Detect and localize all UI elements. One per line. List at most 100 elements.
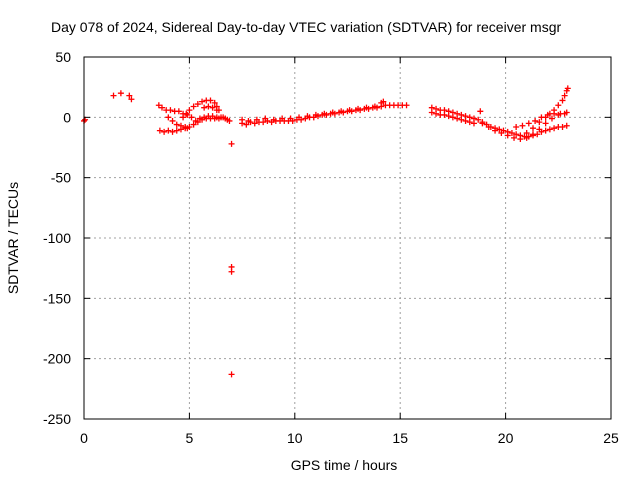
data-point	[156, 127, 163, 134]
data-point	[561, 92, 568, 99]
data-point	[508, 130, 515, 137]
x-tick-label: 25	[603, 430, 619, 446]
data-point	[371, 103, 378, 110]
data-point	[199, 98, 206, 105]
data-point	[194, 119, 201, 126]
data-point	[205, 103, 212, 110]
data-point	[466, 119, 473, 126]
y-tick-label: 0	[63, 109, 71, 125]
x-tick-label: 0	[80, 430, 88, 446]
data-point	[551, 107, 558, 114]
x-axis-title: GPS time / hours	[291, 457, 398, 473]
data-point	[536, 126, 543, 133]
data-point	[542, 127, 549, 134]
data-point	[496, 126, 503, 133]
data-point	[329, 109, 336, 116]
y-tick-label: 50	[55, 49, 71, 65]
data-point	[551, 125, 558, 132]
data-point	[557, 110, 564, 117]
data-point	[559, 97, 566, 104]
data-point	[523, 130, 530, 137]
y-tick-label: -150	[43, 290, 71, 306]
data-point	[548, 115, 555, 122]
data-point	[226, 117, 233, 124]
data-point	[513, 123, 520, 130]
data-point	[458, 116, 465, 123]
data-point	[190, 121, 197, 128]
data-point	[441, 111, 448, 118]
data-point	[186, 107, 193, 114]
x-tick-label: 15	[392, 430, 408, 446]
data-point	[304, 113, 311, 120]
data-point	[403, 102, 410, 109]
data-point	[536, 119, 543, 126]
data-point	[161, 128, 168, 135]
data-point	[530, 125, 537, 132]
data-point	[260, 119, 267, 126]
data-point	[175, 108, 182, 115]
data-point	[169, 128, 176, 135]
y-tick-label: -250	[43, 411, 71, 427]
data-point	[245, 117, 252, 124]
data-point	[485, 123, 492, 130]
data-point	[428, 109, 435, 116]
data-point	[355, 105, 362, 112]
data-point	[346, 107, 353, 114]
data-point	[511, 134, 518, 141]
data-point	[312, 111, 319, 118]
data-point	[564, 85, 571, 92]
data-point	[253, 116, 260, 123]
data-point	[546, 126, 553, 133]
data-point	[167, 107, 174, 114]
axis-ticks	[83, 56, 612, 420]
data-point	[155, 102, 162, 109]
data-point	[243, 121, 250, 128]
x-tick-label: 10	[287, 430, 303, 446]
data-point	[110, 92, 117, 99]
data-point	[433, 110, 440, 117]
data-point	[498, 130, 505, 137]
data-point	[165, 127, 172, 134]
data-point	[228, 140, 235, 147]
data-point	[542, 114, 549, 121]
data-point	[188, 114, 195, 121]
data-point	[525, 120, 532, 127]
data-point	[209, 104, 216, 111]
data-points	[81, 85, 571, 378]
data-point	[201, 104, 208, 111]
x-tick-labels: 0 5 10 15 20 25	[80, 430, 619, 446]
data-point	[228, 371, 235, 378]
data-point	[470, 120, 477, 127]
data-point	[184, 125, 191, 132]
data-point	[445, 113, 452, 120]
data-point	[513, 131, 520, 138]
data-point	[563, 109, 570, 116]
data-point	[530, 131, 537, 138]
data-point	[262, 115, 269, 122]
data-point	[183, 110, 190, 117]
data-point	[213, 107, 220, 114]
data-point	[239, 116, 246, 123]
data-point	[449, 114, 456, 121]
data-point	[321, 110, 328, 117]
data-point	[546, 110, 553, 117]
data-point	[296, 114, 303, 121]
data-point	[207, 97, 214, 104]
data-point	[211, 99, 218, 106]
data-point	[180, 114, 187, 121]
data-point	[194, 101, 201, 108]
y-tick-label: -200	[43, 351, 71, 367]
y-tick-label: -50	[51, 170, 71, 186]
data-point	[165, 114, 172, 121]
y-axis-title: SDTVAR / TECUs	[5, 182, 21, 294]
data-point	[532, 117, 539, 124]
data-point	[169, 117, 176, 124]
data-point	[477, 108, 484, 115]
data-point	[287, 115, 294, 122]
data-point	[504, 132, 511, 139]
data-point	[279, 115, 286, 122]
data-point	[173, 127, 180, 134]
data-point	[251, 120, 258, 127]
data-point	[190, 103, 197, 110]
